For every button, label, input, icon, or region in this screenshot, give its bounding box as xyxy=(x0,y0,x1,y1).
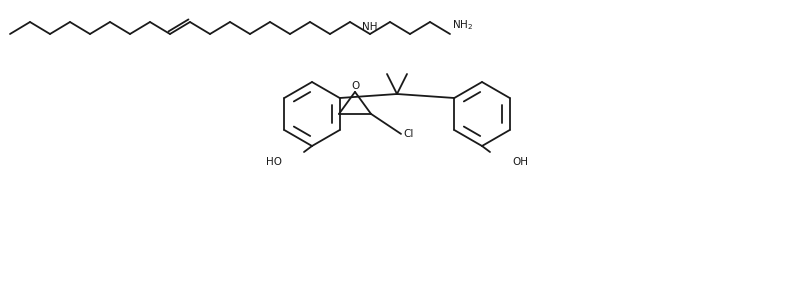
Text: NH$_2$: NH$_2$ xyxy=(452,18,473,32)
Text: O: O xyxy=(351,81,359,91)
Text: Cl: Cl xyxy=(403,129,413,139)
Text: OH: OH xyxy=(512,157,528,167)
Text: NH: NH xyxy=(363,22,378,32)
Text: HO: HO xyxy=(266,157,282,167)
